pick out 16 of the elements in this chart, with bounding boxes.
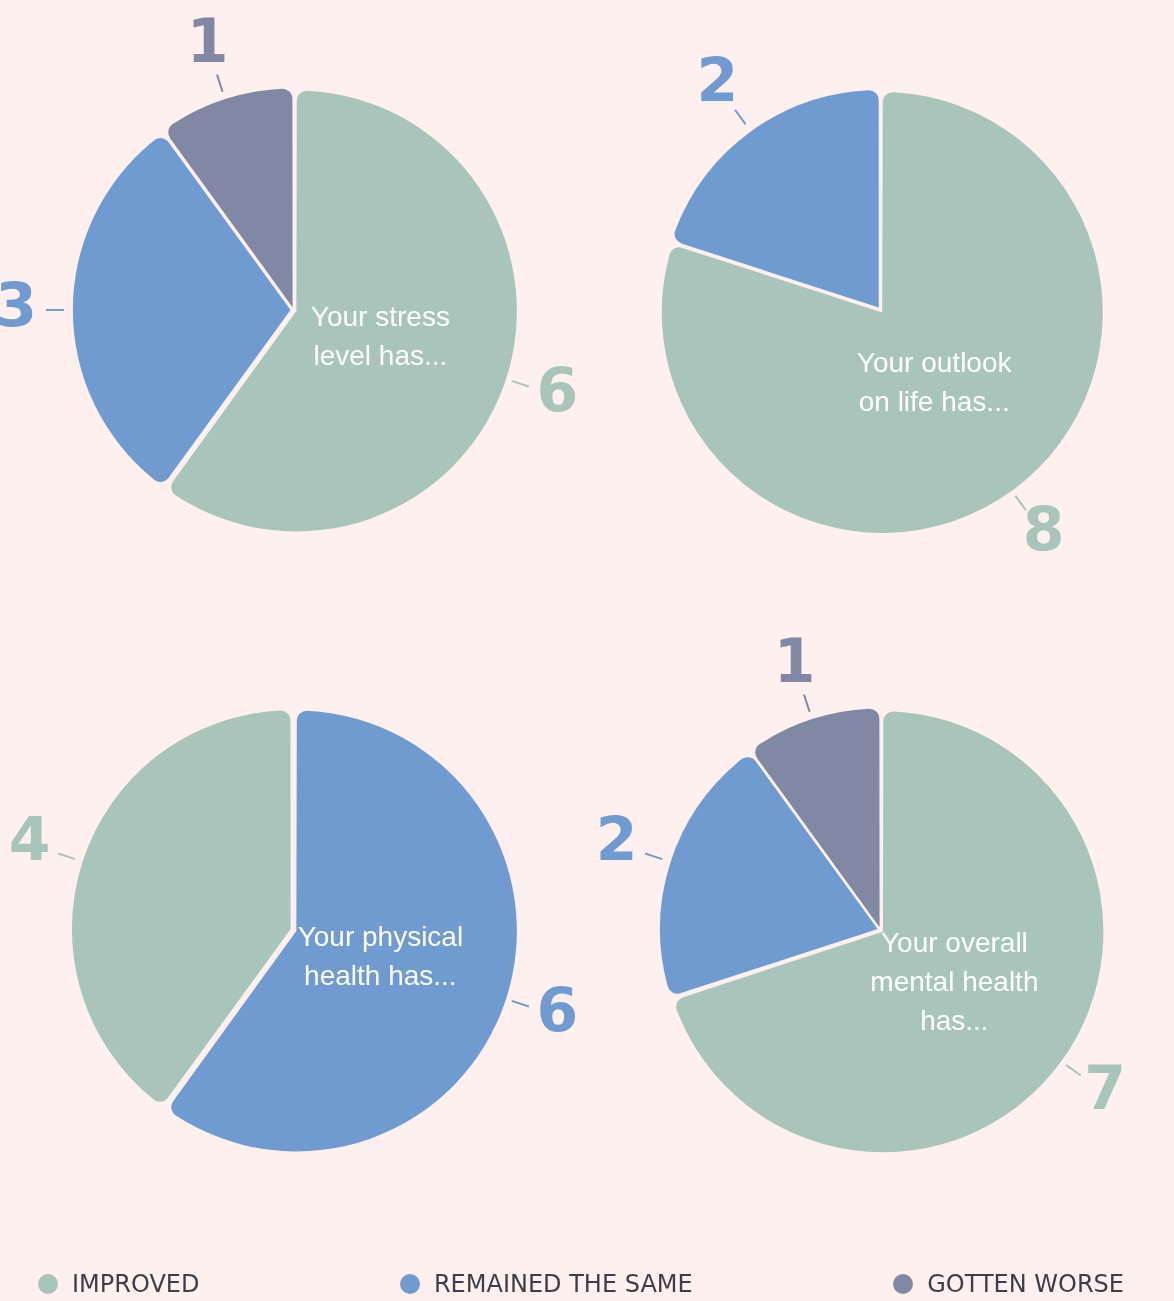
data-label: 1 [186, 5, 229, 76]
data-label: 6 [536, 975, 579, 1046]
data-label: 6 [536, 355, 579, 426]
legend-label: GOTTEN WORSE [927, 1270, 1124, 1298]
legend-label: REMAINED THE SAME [433, 1270, 693, 1298]
data-label: 1 [773, 625, 816, 696]
legend-label: IMPROVED [72, 1270, 200, 1298]
text: Your physical health has... [297, 921, 464, 992]
data-label: 2 [696, 45, 739, 116]
data-label: 2 [595, 803, 638, 874]
data-label: 8 [1022, 494, 1065, 565]
data-label: 7 [1084, 1052, 1126, 1123]
text: Your outlook on life has... [856, 347, 1013, 418]
text: Your stress level has... [310, 301, 450, 372]
data-label: 4 [8, 803, 51, 874]
text: Your overall mental health has... [870, 927, 1039, 1037]
